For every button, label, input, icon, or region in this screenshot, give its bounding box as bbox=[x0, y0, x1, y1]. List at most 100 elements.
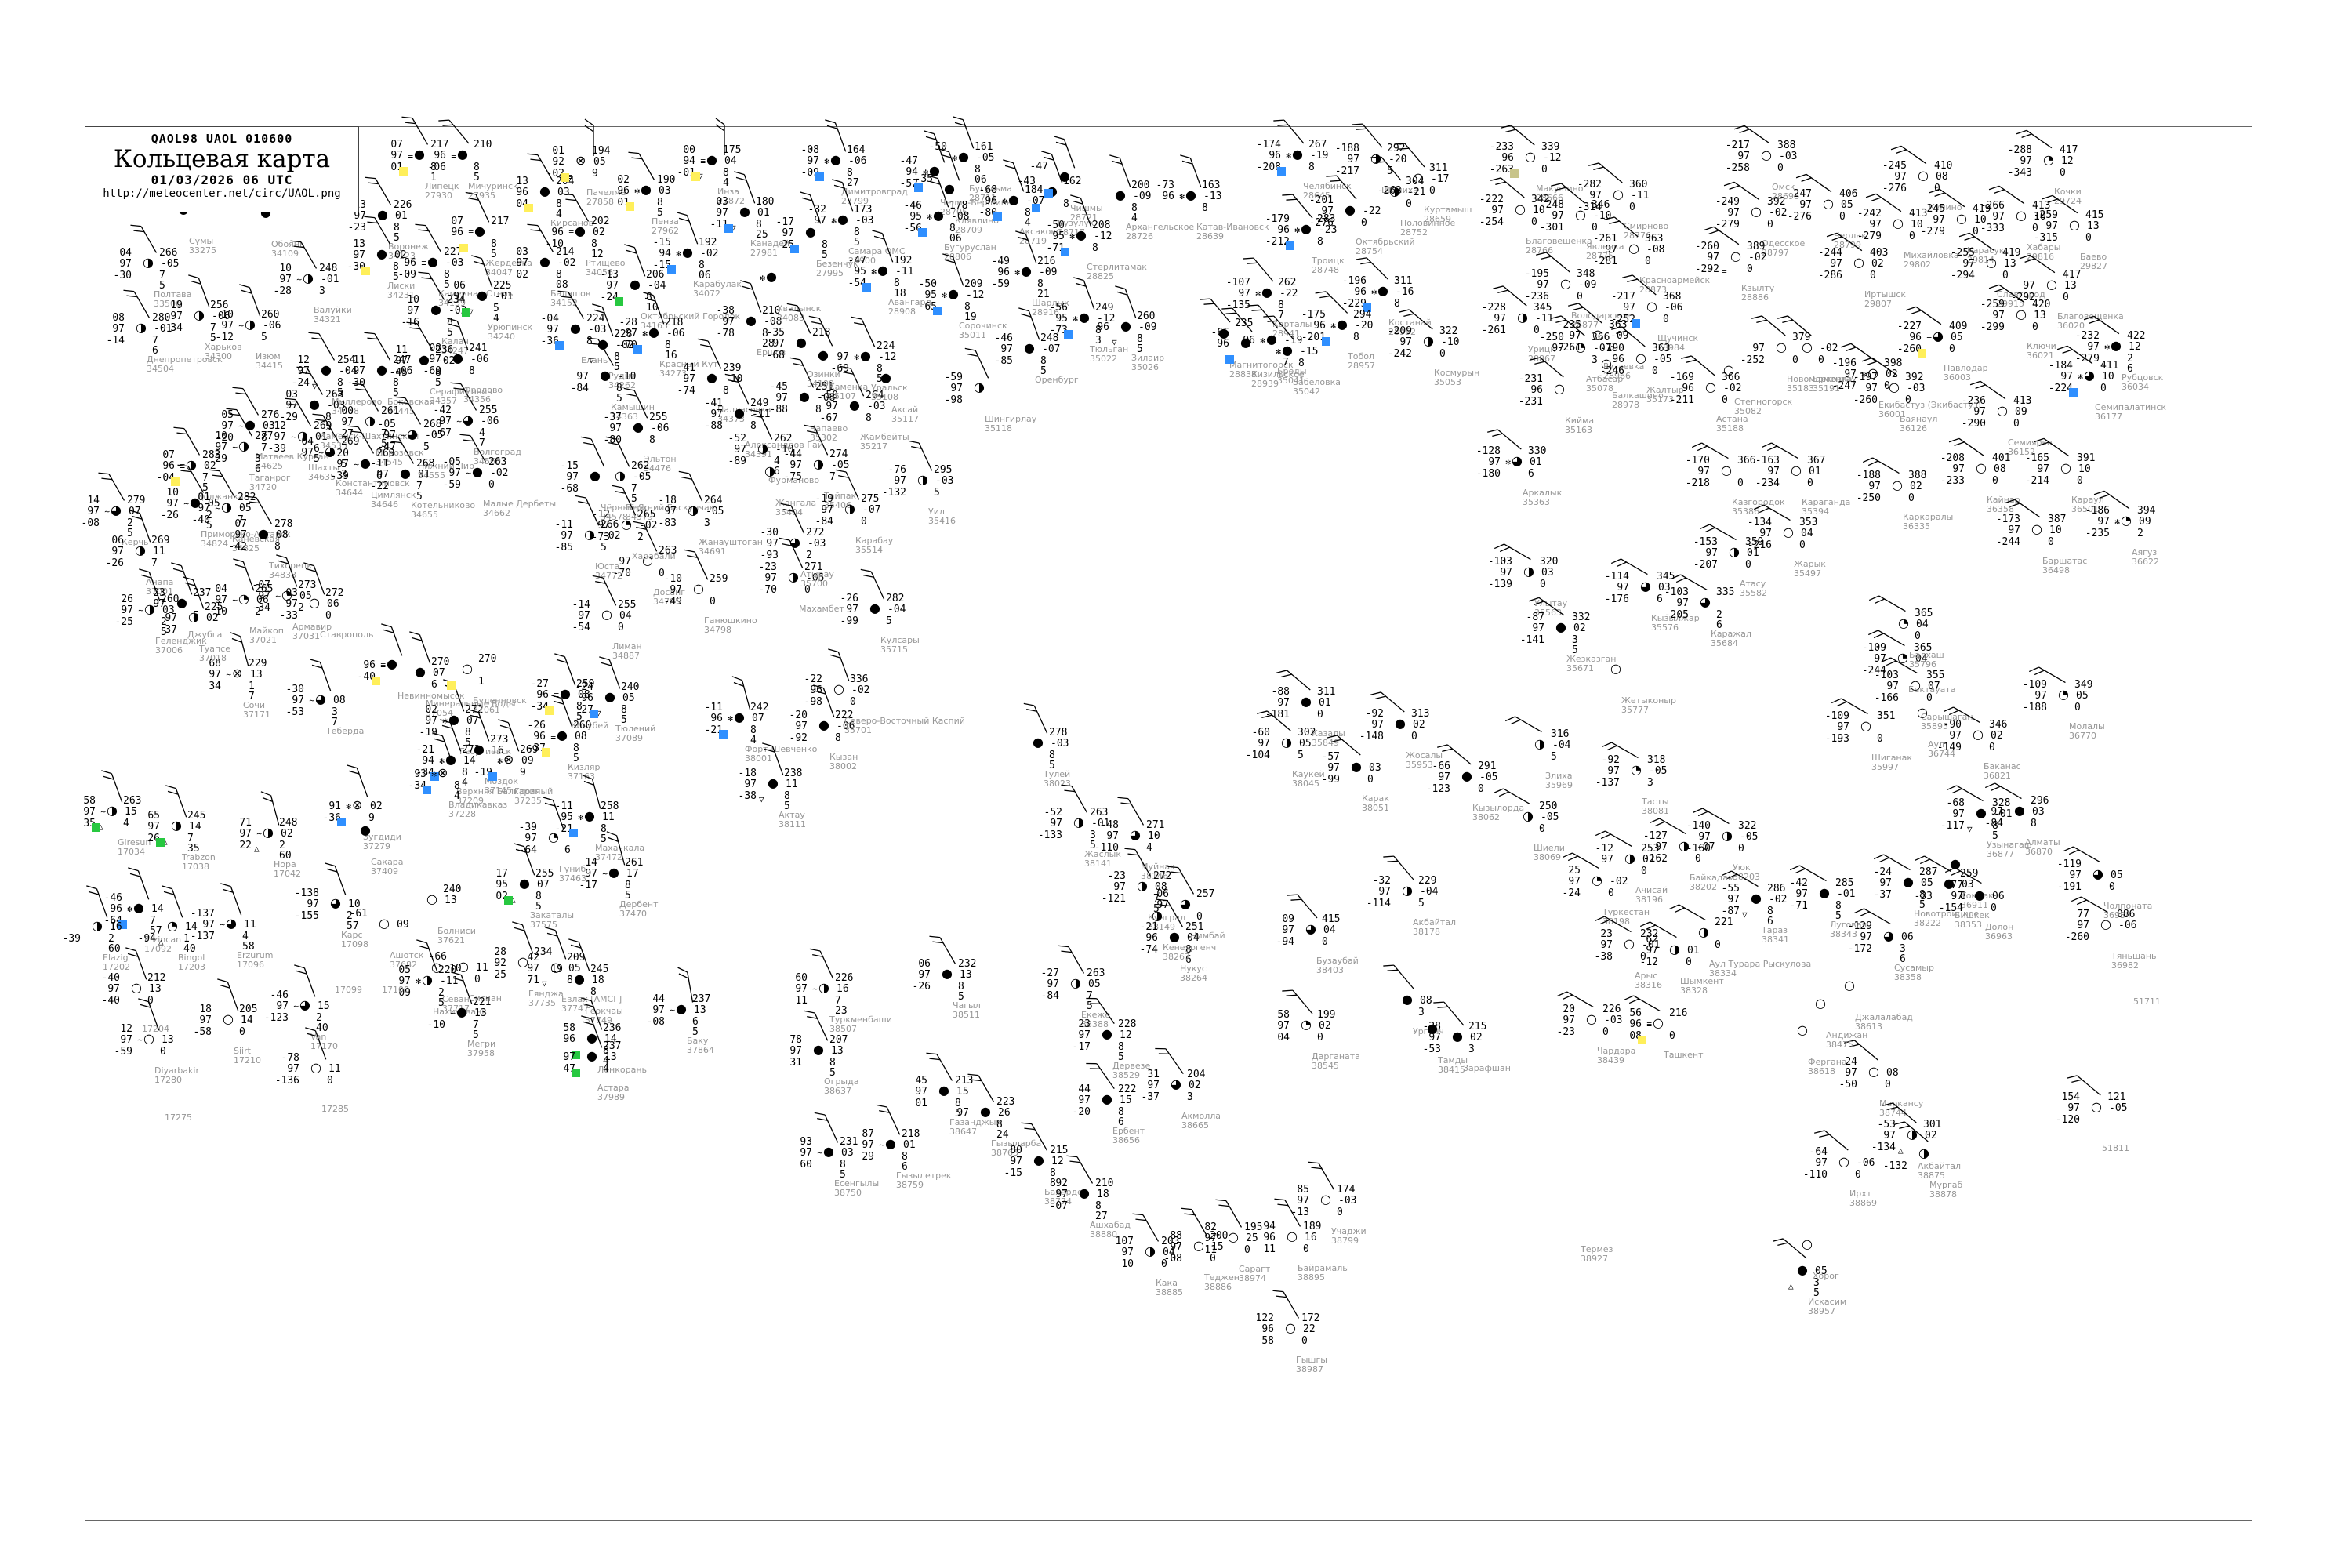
temperature-value: -61 bbox=[350, 909, 368, 919]
wind-barb-icon bbox=[415, 223, 442, 252]
dewpoint-value: -286 bbox=[1818, 270, 1842, 281]
temperature-value: 09 bbox=[1282, 914, 1294, 924]
wind-barb-icon bbox=[584, 118, 594, 156]
cloud-cover-icon: ○ bbox=[2060, 462, 2071, 474]
cloud-cover-icon: ◔ bbox=[1575, 341, 1586, 354]
station-id: 34109 bbox=[271, 249, 299, 258]
temperature-value: -46 bbox=[904, 201, 922, 211]
humidity-value: 97 bbox=[1000, 344, 1013, 354]
station-id: 35701 bbox=[844, 726, 872, 735]
pressure-tendency-value: -04 bbox=[1552, 740, 1570, 750]
temperature-value: -190 bbox=[1600, 343, 1624, 354]
temperature-value: -41 bbox=[677, 363, 695, 373]
present-weather-icon: ✻ bbox=[634, 186, 640, 196]
pressure-tendency-value: -05 bbox=[1541, 812, 1559, 822]
dewpoint-value: -36 bbox=[541, 336, 559, 347]
present-weather-icon: ∼ bbox=[309, 695, 314, 706]
cloud-cover-icon: ○ bbox=[1554, 383, 1565, 395]
station-name: Красный Кут bbox=[659, 360, 718, 368]
pressure-value: 394 bbox=[2137, 506, 2155, 516]
present-weather-icon: ≡ bbox=[550, 731, 556, 742]
pressure-tendency-value: -05 bbox=[2109, 1103, 2127, 1113]
present-weather-icon: ✻ bbox=[927, 212, 932, 222]
dewpoint-value: -172 bbox=[1848, 944, 1872, 954]
humidity-value: 91 bbox=[328, 801, 341, 811]
humidity-value: 97 bbox=[353, 250, 365, 260]
station-id: 38799 bbox=[1331, 1236, 1359, 1245]
cloud-cover-icon: ● bbox=[2111, 339, 2122, 352]
temperature-value: -188 bbox=[1857, 470, 1881, 481]
cloud-cover-icon: ○ bbox=[1624, 938, 1635, 950]
temperature-value: 08 bbox=[112, 313, 125, 323]
humidity-value: 92 bbox=[552, 157, 564, 167]
dewpoint-value: -94 bbox=[1276, 937, 1294, 947]
pressure-tendency-value: -03 bbox=[867, 401, 885, 412]
cloud-cover-icon: ● bbox=[430, 303, 441, 316]
temperature-value: 42 bbox=[527, 953, 539, 963]
humidity-value: 97 bbox=[1552, 211, 1564, 221]
dewpoint-value: 58 bbox=[1261, 1336, 1274, 1346]
present-weather-icon: ✻ bbox=[416, 976, 421, 986]
dewpoint-value: -84 bbox=[1985, 818, 2003, 829]
dewpoint-value: -134 bbox=[1871, 1142, 1896, 1152]
dewpoint-value: -117 bbox=[1940, 821, 1965, 831]
humidity-value: 97 bbox=[625, 328, 637, 339]
cloud-cover-icon: ◑ bbox=[1389, 185, 1400, 198]
station-name: Тобол bbox=[1348, 352, 1374, 361]
station-name: Жалтыр bbox=[1646, 386, 1684, 394]
cloud-cover-icon: ● bbox=[813, 1044, 824, 1056]
dewpoint-value: -26 bbox=[106, 558, 124, 568]
pressure-tendency-value: 10 bbox=[1148, 831, 1160, 841]
cloud-cover-icon: ⊗ bbox=[437, 767, 448, 779]
dewpoint-value: -87 bbox=[1722, 906, 1740, 916]
present-weather-icon: ≡ bbox=[468, 227, 474, 238]
cloud-amount-value: 8 bbox=[1092, 243, 1098, 253]
station-id: 34415 bbox=[256, 361, 283, 370]
cloud-amount-value: 4 bbox=[603, 1064, 609, 1074]
humidity-value: 97 bbox=[285, 599, 298, 609]
humidity-value: 97 bbox=[1727, 208, 1740, 218]
temperature-value: -42 bbox=[1790, 878, 1808, 888]
cloud-cover-icon: ● bbox=[415, 666, 426, 678]
dewpoint-value: -260 bbox=[2065, 932, 2089, 942]
pressure-value: 242 bbox=[750, 702, 768, 713]
station-marker bbox=[504, 896, 513, 905]
cloud-cover-icon: ● bbox=[1033, 1154, 1044, 1167]
temperature-value: -40 bbox=[102, 973, 120, 983]
pressure-tendency-value: -05 bbox=[976, 153, 994, 163]
cloud-amount-value: 0 bbox=[1317, 710, 1323, 720]
dewpoint-value: -37 bbox=[1142, 1092, 1160, 1102]
cloud-cover-icon: ○ bbox=[1721, 464, 1732, 477]
pressure-value: 260 bbox=[573, 720, 591, 731]
dewpoint-value: -205 bbox=[1664, 610, 1689, 620]
station-id: 34047 bbox=[485, 268, 513, 277]
pressure-tendency-value: -06 bbox=[1857, 1158, 1875, 1168]
station-id: 38759 bbox=[896, 1181, 924, 1189]
station-id: 37006 bbox=[155, 646, 183, 655]
temperature-value: -103 bbox=[1875, 670, 1899, 681]
humidity-value: 97 bbox=[292, 695, 304, 706]
temperature-value: -35 bbox=[767, 328, 785, 338]
humidity-value: 97 bbox=[2008, 525, 2020, 535]
pressure-value: 363 bbox=[1645, 234, 1663, 244]
pressure-value: 318 bbox=[1647, 755, 1665, 765]
cloud-amount-value: 6 bbox=[564, 845, 571, 855]
cloud-cover-icon: ● bbox=[377, 209, 388, 221]
cloud-cover-icon: ◑ bbox=[107, 804, 118, 817]
present-weather-icon: ✻ bbox=[1179, 191, 1185, 201]
cloud-type-value: 4 bbox=[556, 209, 562, 220]
station-name: Мургаб bbox=[1929, 1181, 1962, 1189]
pressure-value: 311 bbox=[1394, 276, 1412, 286]
temperature-value: -195 bbox=[1525, 269, 1549, 279]
station-id: 37735 bbox=[528, 999, 556, 1007]
temperature-value: -76 bbox=[888, 465, 906, 475]
humidity-value: 97 bbox=[1933, 215, 1945, 225]
cloud-cover-icon: ○ bbox=[1635, 352, 1646, 365]
station-name: Закаталы bbox=[530, 911, 574, 920]
pressure-tendency-value: 05 bbox=[1921, 878, 1933, 888]
cloud-cover-icon: ⊗ bbox=[232, 667, 242, 680]
cloud-amount-value: 0 bbox=[1640, 952, 1646, 962]
humidity-value: 97 bbox=[1277, 1021, 1290, 1031]
station-name: Актау bbox=[779, 811, 805, 819]
present-weather-icon: ∼ bbox=[456, 416, 462, 426]
